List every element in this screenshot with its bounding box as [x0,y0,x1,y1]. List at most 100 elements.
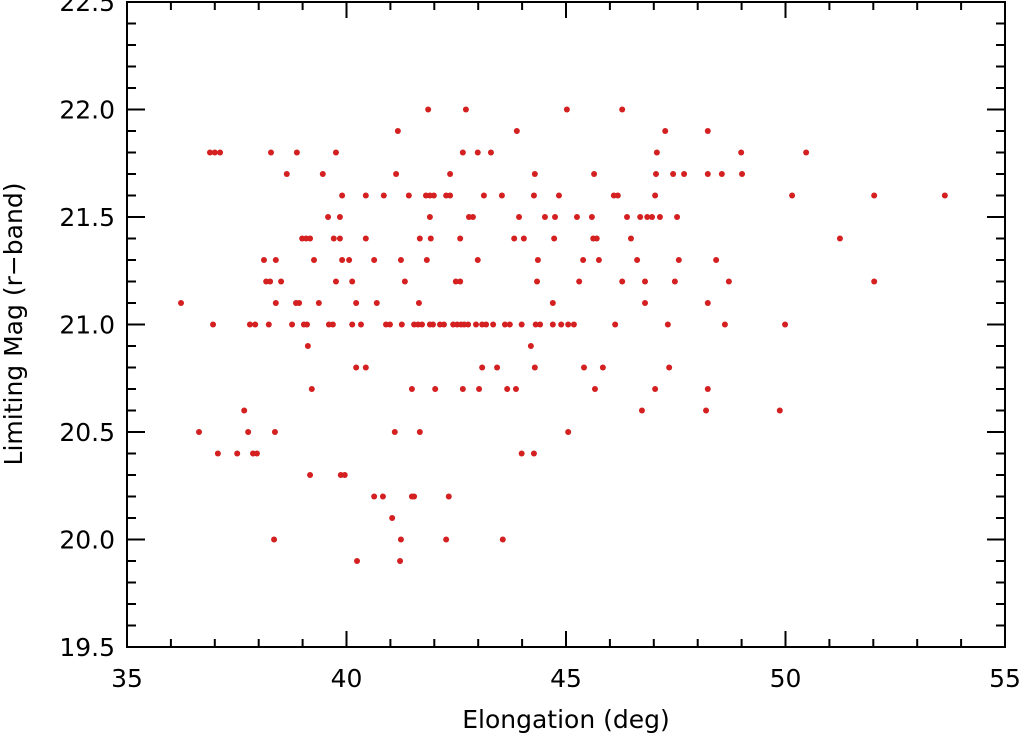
data-point [518,450,525,457]
data-point [634,257,641,263]
data-point [246,321,253,328]
data-point [245,429,252,435]
data-point [704,171,711,177]
data-point [293,149,300,156]
data-point [303,321,310,328]
data-point [649,214,656,220]
data-point [619,278,626,285]
y-tick-label: 21.5 [59,203,115,232]
data-point [532,321,539,328]
data-point [265,321,272,328]
data-point [558,321,565,328]
data-point [713,257,720,263]
data-point [234,450,241,457]
data-point [267,149,274,156]
data-point [588,214,595,220]
data-point [487,149,494,156]
data-point [494,364,501,371]
data-point [674,214,681,220]
data-point [304,343,311,349]
data-point [670,171,677,177]
data-point [530,450,537,457]
data-point [206,149,213,156]
data-point [341,472,348,478]
data-point [271,536,278,543]
data-point [527,343,534,349]
x-tick-label: 35 [111,664,143,693]
data-point [432,386,439,392]
data-point [642,300,649,306]
data-point [555,192,562,199]
data-point [332,278,339,285]
data-point [551,235,558,242]
data-point [426,214,433,220]
data-point [379,493,386,500]
data-point [703,407,710,414]
data-point [416,429,423,435]
y-axis-label: Limiting Mag (r−band) [0,183,28,466]
data-point [353,364,360,371]
data-point [473,321,480,328]
data-point [789,192,796,199]
data-point [504,386,511,392]
data-point [346,257,353,263]
data-point [530,192,537,199]
data-point [652,192,659,199]
data-point [393,171,400,177]
data-point [357,321,364,328]
data-point [644,214,651,220]
data-points [177,106,948,564]
data-point [332,149,339,156]
data-point [725,278,732,285]
data-point [871,192,878,199]
data-point [490,321,497,328]
data-point [423,257,430,263]
data-point [653,149,660,156]
data-point [549,321,556,328]
data-point [397,257,404,263]
data-point [782,321,789,328]
data-point [479,364,486,371]
data-point [941,192,948,199]
data-point [541,214,548,220]
data-point [289,321,296,328]
data-point [619,106,626,113]
data-point [252,321,259,328]
y-tick-labels: 19.5 20.0 20.5 21.0 21.5 22.0 22.5 [59,0,115,662]
data-point [483,321,490,328]
data-point [511,235,518,242]
x-tick-label: 50 [770,664,802,693]
data-point [624,214,631,220]
data-point [580,364,587,371]
data-point [738,149,745,156]
data-point [512,386,519,392]
data-point [499,536,506,543]
data-point [445,493,452,500]
data-point [354,558,361,564]
data-point [675,257,682,263]
data-point [329,321,336,328]
data-point [652,171,659,177]
data-point [419,321,426,328]
data-point [480,192,487,199]
data-point [272,300,279,306]
data-point [836,235,843,242]
y-tick-label: 19.5 [59,633,115,662]
data-point [531,364,538,371]
data-point [457,278,464,285]
data-point [308,386,315,392]
data-point [311,257,318,263]
data-point [642,278,649,285]
x-axis-label: Elongation (deg) [462,705,670,734]
data-point [576,278,583,285]
data-point [549,300,556,306]
data-point [411,493,418,500]
data-point [447,171,454,177]
y-tick-label: 20.0 [59,526,115,555]
data-point [476,386,483,392]
data-point [513,128,520,134]
x-tick-label: 45 [550,664,582,693]
data-point [447,192,454,199]
data-point [397,536,404,543]
data-point [573,214,580,220]
